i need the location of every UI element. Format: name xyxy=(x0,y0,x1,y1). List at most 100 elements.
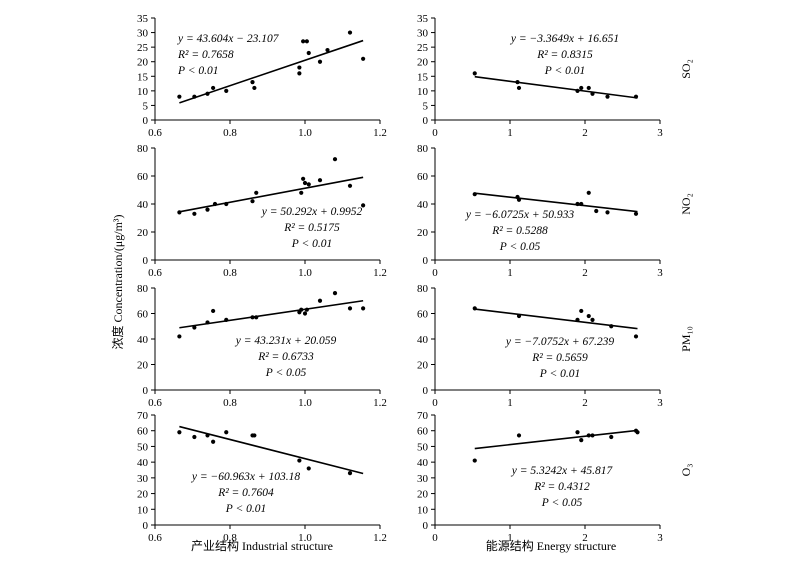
data-point xyxy=(224,201,229,207)
data-point xyxy=(254,315,259,320)
x-tick-label: 1 xyxy=(507,267,513,279)
y-tick-label: 60 xyxy=(137,309,149,321)
data-point xyxy=(332,157,338,162)
y-tick-label: 60 xyxy=(137,171,149,183)
y-tick-label: 30 xyxy=(417,28,429,40)
data-point xyxy=(586,190,591,195)
data-point xyxy=(252,85,257,91)
regression-line xyxy=(474,429,638,450)
x-tick-label: 0 xyxy=(432,532,438,544)
regression-line3: P < 0.05 xyxy=(499,241,541,253)
data-point xyxy=(304,307,309,312)
data-point xyxy=(306,466,311,471)
x-tick-label: 1.0 xyxy=(298,267,312,279)
data-point xyxy=(301,39,306,44)
data-point xyxy=(575,201,580,207)
y-tick-label: 25 xyxy=(417,42,429,54)
data-point xyxy=(325,47,330,53)
data-point xyxy=(347,306,353,311)
data-point xyxy=(177,334,182,339)
data-point xyxy=(472,458,477,463)
so2-energy-panel: 0 5 10 15 20 25 30 35 0 1 2 3 y = −3.3649x + 16.651 R… xyxy=(417,13,693,139)
x-tick-label: 0.6 xyxy=(148,532,162,544)
regression-line2: R² = 0.6733 xyxy=(257,351,314,363)
x-tick-label: 3 xyxy=(657,397,663,409)
x-tick-label: 0.8 xyxy=(223,267,237,279)
regression-line xyxy=(179,425,364,475)
data-point xyxy=(211,439,216,444)
y-tick-label: 35 xyxy=(137,13,149,25)
data-point xyxy=(250,199,255,204)
y-tick-label: 20 xyxy=(137,360,149,372)
y-tick-label: 5 xyxy=(423,100,429,112)
data-point xyxy=(605,94,610,99)
data-point xyxy=(205,91,210,96)
data-point xyxy=(609,434,614,440)
data-point xyxy=(347,471,353,476)
x-tick-label: 1.2 xyxy=(373,532,387,544)
y-tick-label: 40 xyxy=(137,199,149,211)
data-point xyxy=(361,56,366,61)
regression-line3: P < 0.01 xyxy=(291,238,332,250)
data-point xyxy=(301,176,306,181)
y-tick-label: 80 xyxy=(137,143,149,155)
x-tick-label: 1 xyxy=(507,532,513,544)
y-tick-label: 20 xyxy=(137,227,149,239)
y-tick-label: 70 xyxy=(137,410,149,422)
regression-line1: y = 43.231x + 20.059 xyxy=(235,335,337,347)
y-tick-label: 20 xyxy=(137,489,149,501)
regression-line3: P < 0.01 xyxy=(177,65,218,77)
data-point xyxy=(515,80,520,85)
x-tick-label: 2 xyxy=(582,127,588,139)
regression-line2: R² = 0.5175 xyxy=(283,222,340,234)
data-point xyxy=(299,307,304,312)
y-tick-label: 0 xyxy=(423,115,429,127)
regression-line1: y = −7.0752x + 67.239 xyxy=(505,336,614,348)
x-tick-label: 0.6 xyxy=(148,127,162,139)
data-point xyxy=(302,311,308,316)
data-point xyxy=(361,203,366,208)
y-tick-label: 0 xyxy=(143,115,149,127)
y-tick-label: 40 xyxy=(137,457,149,469)
y-tick-label: 5 xyxy=(143,100,149,112)
regression-line3: P < 0.01 xyxy=(544,65,585,77)
data-point xyxy=(347,30,353,35)
pollutant-label: NO₂ xyxy=(679,193,693,215)
y-tick-label: 10 xyxy=(417,86,429,98)
y-tick-label: 20 xyxy=(137,57,149,69)
data-point xyxy=(605,210,610,215)
regression-line xyxy=(179,299,364,329)
y-tick-label: 30 xyxy=(137,473,149,485)
data-point xyxy=(192,211,197,216)
data-point xyxy=(177,94,182,99)
x-tick-label: 2 xyxy=(582,532,588,544)
y-tick-label: 50 xyxy=(417,441,429,453)
y-tick-label: 20 xyxy=(417,227,429,239)
x-tick-label: 1.0 xyxy=(298,532,312,544)
y-tick-label: 60 xyxy=(137,426,149,438)
regression-line3: P < 0.01 xyxy=(225,503,266,515)
x-tick-label: 0 xyxy=(432,267,438,279)
x-tick-label: 2 xyxy=(582,267,588,279)
pm10-energy-panel: 0 20 40 60 80 0 1 2 3 y = −7.0752x + 67.239 R² = 0… xyxy=(417,283,693,409)
y-tick-label: 80 xyxy=(137,283,149,295)
data-point xyxy=(252,433,257,438)
y-tick-label: 0 xyxy=(143,520,149,532)
pm10-industrial-panel: 0 20 40 60 80 0.6 0.8 1.0 1.2 y = 43.231x + 20.05… xyxy=(137,283,387,409)
y-tick-label: 20 xyxy=(417,360,429,372)
no2-industrial-panel: 0 20 40 60 80 0.6 0.8 1.0 1.2 y = 50.292x + 0.995… xyxy=(137,143,387,279)
data-point xyxy=(575,317,580,322)
regression-line1: y = 5.3242x + 45.817 xyxy=(511,465,614,477)
data-point xyxy=(472,71,477,76)
y-tick-label: 80 xyxy=(417,143,429,155)
o3-industrial-panel: 0 10 20 30 40 50 60 70 0.6 0.8 1.0 1.2 y = −60.963x … xyxy=(137,410,387,544)
pollutant-label: PM₁₀ xyxy=(679,326,693,352)
x-axis-title-industrial: 产业结构 Industrial structure xyxy=(191,538,333,553)
data-point xyxy=(224,317,229,322)
x-tick-label: 3 xyxy=(657,532,663,544)
x-tick-label: 1 xyxy=(507,127,513,139)
data-point xyxy=(579,308,584,314)
data-point xyxy=(472,306,477,311)
y-tick-label: 20 xyxy=(417,489,429,501)
